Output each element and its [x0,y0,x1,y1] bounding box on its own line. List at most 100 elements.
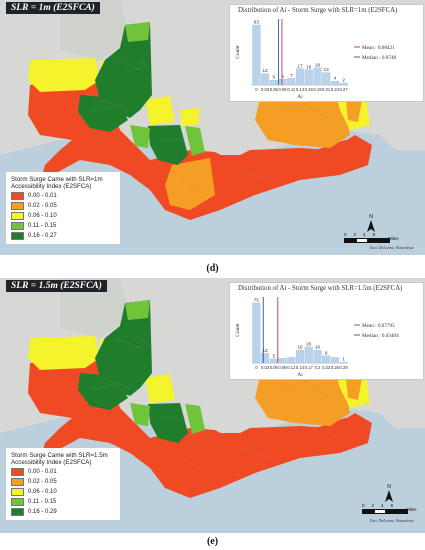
histogram-bar [304,346,313,364]
x-tick-label: 0.03 [261,87,270,92]
y-axis-label: Count [235,45,241,59]
x-tick-label: 0.29 [340,365,349,370]
histogram-inset: Distribution of Ai - Storm Surge with SL… [229,4,424,102]
bar-value-label: 17 [297,63,303,68]
mean-label: Mean : 0.08421 [362,45,395,51]
legend-swatch [11,222,24,230]
x-tick-label: 0 [255,87,258,92]
green-zone-north [95,22,152,118]
x-tick-label: 0.14 [296,365,305,370]
caption-d: (d) [206,263,219,274]
panel-title: SLR = 1m (E2SFCA) [6,2,100,14]
histogram-bar [278,357,287,364]
map-legend: Storm Surge Came with SLR=1.5m Accessibi… [6,448,120,520]
legend-swatch [11,488,24,496]
x-tick-label: 0.11 [287,87,296,92]
histogram-bar [269,80,278,86]
legend-subtitle: Accessibility Index (E2SFCA) [11,183,92,190]
orange-zone-central [165,158,215,210]
north-arrow-icon: N [366,214,376,234]
red-zone-east [170,418,365,488]
histogram-bar [313,67,322,86]
histogram-bar [330,80,339,86]
x-tick-label: 0.2 [315,365,321,370]
bar-value-label: 9 [325,350,328,355]
histogram-bar [339,82,348,86]
green-zone-north [95,300,152,396]
bar-value-label: 16 [315,345,321,350]
legend-item: 0.02 - 0.05 [11,202,115,210]
bar-value-label: 16 [297,345,303,350]
bar-value-label: 1 [342,357,345,362]
legend-item: 0.00 - 0.01 [11,192,115,200]
histogram-bar [295,349,305,364]
legend-item: 0.06 - 0.10 [11,212,115,220]
histogram-bar [252,24,261,86]
x-tick-label: 0.16 [305,87,314,92]
legend-title: Storm Surge Came with SLR=1.5m [11,452,108,459]
histogram-bar [287,357,296,364]
bar-value-label: 63 [254,20,260,25]
red-zone-east [205,140,365,200]
bar-value-label: 5 [273,75,276,80]
histogram-inset: Distribution of Ai - Storm Surge with SL… [229,282,424,380]
legend-swatch [11,498,24,506]
histogram-title: Distribution of Ai - Storm Surge with SL… [238,7,398,14]
histogram-bar [287,78,296,86]
histogram-bar [269,358,278,364]
legend-item: 0.11 - 0.15 [11,222,115,230]
map-panel-d: SLR = 1m (E2SFCA) Distribution of Ai - S… [0,0,425,255]
bar-value-label: 5 [273,354,276,359]
map-credit: Esri, DeLorme, Naturalvue [370,518,414,523]
yellow-zone-west [28,58,100,92]
x-tick-label: 0.13 [296,87,305,92]
legend-swatch [11,232,24,240]
north-arrow-icon: N [384,484,394,504]
legend-title: Storm Surge Came with SLR=1m [11,176,103,183]
bar-value-label: 2 [342,78,345,83]
legend-item: 0.06 - 0.10 [11,488,115,496]
bar-value-label: 16 [306,64,312,69]
x-tick-label: 0.03 [261,365,270,370]
histogram-bar [322,72,331,86]
mean-label: Mean : 0.07795 [362,323,395,329]
orange-zone-east [255,88,350,148]
panel-title: SLR = 1.5m (E2SFCA) [6,280,107,292]
x-tick-label: 0.27 [340,87,349,92]
x-tick-label: 0.06 [270,365,279,370]
histogram-bar [261,353,270,364]
y-axis-label: Count [235,323,241,337]
histogram-title: Distribution of Ai - Storm Surge with SL… [238,285,403,292]
bar-value-label: 4 [334,76,337,81]
x-axis-label: Ai [297,94,303,100]
legend-item: 0.11 - 0.15 [11,498,115,506]
legend-item: 0.02 - 0.05 [11,478,115,486]
bar-value-label: 12 [263,68,269,73]
histogram-bar [252,302,261,364]
x-tick-label: 0 [255,365,258,370]
x-tick-label: 0.05 [270,87,279,92]
bar-value-label: 18 [315,62,321,67]
histogram-bar [330,357,339,364]
caption-e: (e) [206,536,219,547]
x-axis-label: Ai [297,372,303,378]
x-tick-label: 0.23 [322,365,331,370]
map-credit: Esri, DeLorme, Naturalvue [370,245,414,250]
bar-value-label: 6 [281,74,284,79]
bar-value-label: 12 [263,348,269,353]
legend-swatch [11,192,24,200]
x-tick-label: 0.08 [278,87,287,92]
histogram-bar [313,349,322,364]
x-tick-label: 0.21 [322,87,331,92]
legend-item: 0.00 - 0.01 [11,468,115,476]
legend-swatch [11,468,24,476]
legend-swatch [11,508,24,516]
x-tick-label: 0.09 [278,365,287,370]
legend-item: 0.16 - 0.27 [11,232,115,240]
legend-item: 0.16 - 0.29 [11,508,115,516]
x-tick-label: 0.26 [331,365,340,370]
orange-zone-east [255,366,350,426]
